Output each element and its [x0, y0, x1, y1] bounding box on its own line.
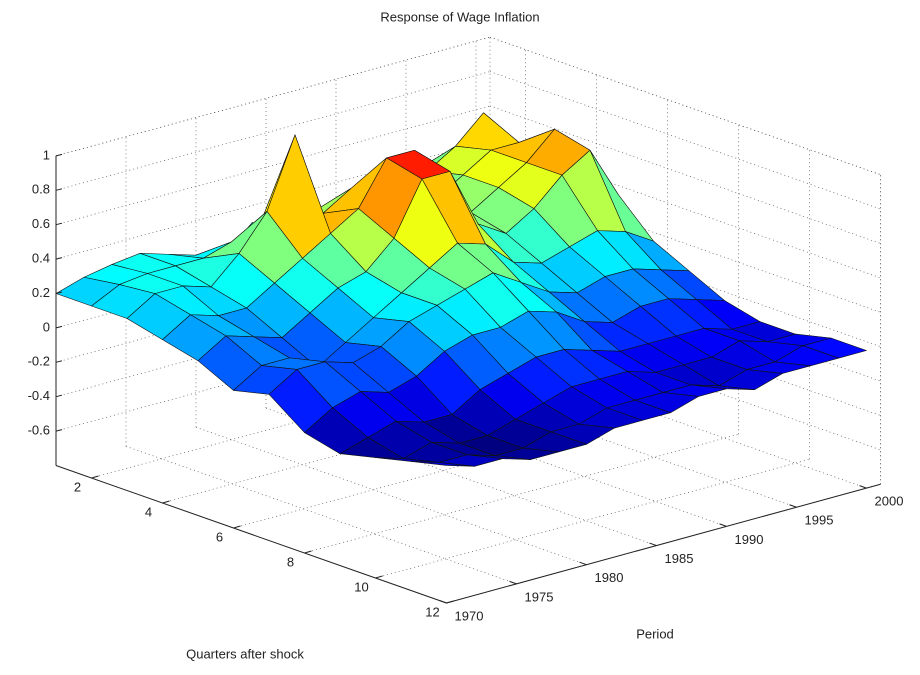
y-tick [509, 580, 517, 585]
x-tick [446, 600, 454, 604]
y-tick-label: 1995 [805, 513, 834, 528]
z-tick [55, 360, 63, 363]
surface-face [410, 461, 475, 467]
x-tick-label: 10 [354, 579, 368, 594]
z-tick [55, 257, 63, 260]
x-tick [233, 525, 241, 529]
y-tick-label: 1980 [595, 570, 624, 585]
z-tick-label: 0.2 [32, 285, 50, 300]
grid-line [375, 458, 810, 579]
z-tick [55, 394, 63, 398]
z-tick-label: 0.6 [32, 216, 50, 231]
chart-title: Response of Wage Inflation [380, 9, 539, 24]
z-tick [55, 429, 63, 432]
grid-line [304, 433, 739, 554]
z-tick [55, 291, 63, 294]
x-tick-label: 8 [287, 554, 294, 569]
y-tick [719, 523, 727, 527]
z-tick-label: -0.2 [28, 354, 50, 369]
x-axis [55, 465, 447, 604]
z-tick [55, 153, 63, 157]
z-tick-label: 0.8 [32, 182, 50, 197]
z-tick [55, 222, 63, 226]
y-tick [439, 600, 447, 604]
x-tick-label: 12 [425, 604, 439, 619]
y-tick-label: 1985 [665, 551, 694, 566]
y-tick [789, 504, 797, 508]
x-tick [304, 550, 312, 554]
x-tick-label: 4 [145, 504, 152, 519]
box-edge [55, 36, 491, 157]
y-tick-label: 1975 [525, 589, 554, 604]
z-tick-label: 1 [43, 147, 50, 162]
y-tick-label: 2000 [875, 494, 904, 509]
y-tick-label: 1970 [455, 608, 484, 623]
x-tick-label: 6 [216, 529, 223, 544]
y-axis-label: Period [636, 626, 674, 641]
x-tick [375, 575, 383, 579]
y-tick [579, 561, 587, 566]
grid-line [233, 408, 668, 529]
z-tick-label: -0.6 [28, 423, 50, 438]
grid-line [55, 71, 491, 191]
grid-line [125, 446, 517, 585]
y-tick [859, 485, 867, 489]
x-tick-label: 2 [74, 479, 81, 494]
z-tick [55, 325, 63, 329]
y-tick [649, 542, 657, 547]
surface-face [455, 112, 520, 151]
grid-line [55, 105, 491, 226]
y-axis [446, 483, 881, 604]
z-tick [55, 188, 63, 191]
x-axis-label: Quarters after shock [186, 646, 304, 661]
x-tick [91, 475, 99, 479]
z-tick-label: -0.4 [28, 388, 50, 403]
z-tick-label: 0 [43, 319, 50, 334]
z-tick-label: 0.4 [32, 251, 50, 266]
x-tick [162, 500, 170, 504]
y-tick-label: 1990 [735, 532, 764, 547]
